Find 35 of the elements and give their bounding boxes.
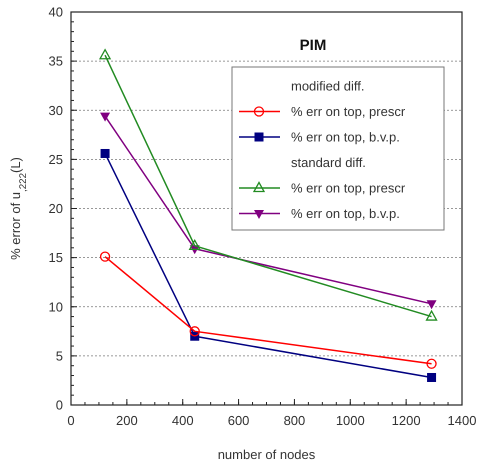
legend-label: % err on top, prescr <box>291 180 406 196</box>
y-tick-label: 35 <box>48 54 63 69</box>
x-tick-label: 1000 <box>336 413 365 428</box>
y-tick-label: 0 <box>56 398 63 413</box>
y-tick-label: 40 <box>48 4 63 20</box>
x-tick-label: 600 <box>228 413 250 428</box>
x-tick-label: 1400 <box>448 413 476 428</box>
y-tick-label: 30 <box>48 102 63 118</box>
y-tick-label: 5 <box>56 348 63 364</box>
y-tick-label: 25 <box>48 152 63 167</box>
y-tick-label: 20 <box>48 201 63 216</box>
x-tick-label: 1200 <box>392 413 421 428</box>
point <box>426 300 437 310</box>
point <box>426 358 437 369</box>
point <box>427 372 436 382</box>
annotation: standard diff. <box>291 155 366 170</box>
x-tick-label: 400 <box>172 413 194 428</box>
x-tick-label: 800 <box>284 413 306 428</box>
y-tick-label: 15 <box>48 250 63 266</box>
legend-label: % err on top, b.v.p. <box>291 206 400 222</box>
annotation: modified diff. <box>291 78 364 94</box>
point <box>100 148 110 158</box>
point <box>100 112 110 122</box>
x-tick-label: 200 <box>116 413 138 428</box>
legend-label: % err on top, b.v.p. <box>291 130 400 145</box>
point <box>100 251 110 262</box>
point <box>190 326 200 336</box>
y-tick-label: 10 <box>48 299 63 314</box>
legend-label: % err on top, prescr <box>291 104 406 120</box>
text: PIM <box>300 37 326 54</box>
point <box>189 240 200 250</box>
x-tick-label: 0 <box>67 413 75 428</box>
point <box>99 49 111 60</box>
x-axis-title: number of nodes <box>218 447 316 462</box>
point <box>426 310 438 321</box>
